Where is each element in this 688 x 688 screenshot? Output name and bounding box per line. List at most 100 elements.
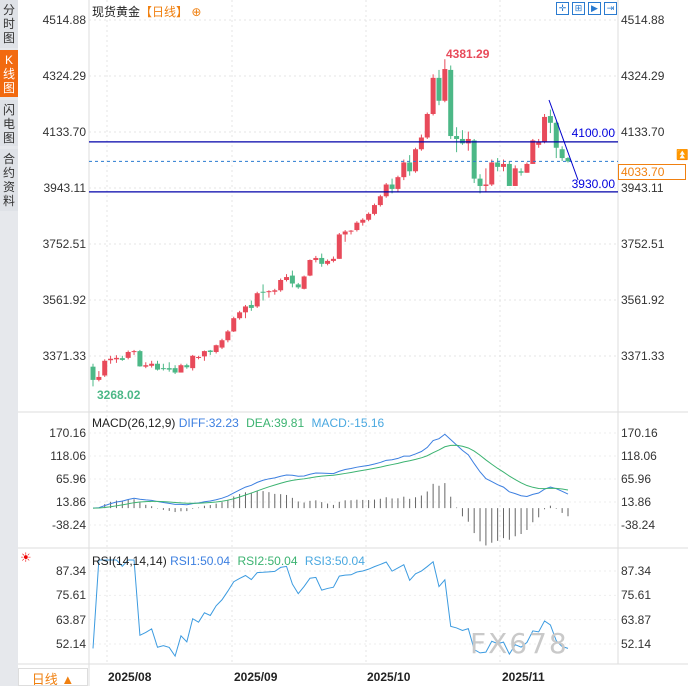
candle-body (119, 358, 125, 360)
candle-body (307, 260, 313, 276)
candle-body (430, 77, 436, 114)
candle-body (348, 230, 354, 232)
tab-flash[interactable]: 闪电图 (0, 100, 18, 146)
x-label: 2025/09 (234, 670, 278, 684)
candle-body (325, 260, 331, 264)
price-tick: 4514.88 (621, 13, 665, 27)
candle-body (284, 277, 290, 280)
candle-body (289, 275, 295, 284)
candle-body (371, 205, 377, 214)
candle-body (102, 360, 108, 376)
candle-body (436, 77, 442, 101)
macd-tick: 13.86 (55, 495, 86, 509)
candle-body (242, 306, 248, 313)
candle-body (553, 122, 559, 148)
candle-body (231, 318, 237, 332)
candle-body (149, 363, 155, 366)
candle-body (395, 177, 401, 189)
rsi3-value: RSI3:50.04 (304, 554, 365, 568)
rsi-line (92, 559, 569, 658)
candle-body (219, 340, 225, 348)
price-tick: 3561.92 (621, 293, 665, 307)
candle-body (160, 368, 166, 370)
price-tick: 4324.29 (621, 68, 665, 83)
candle-body (442, 69, 448, 101)
price-tick: 4324.29 (42, 68, 86, 83)
rsi-tick: 63.87 (621, 612, 652, 627)
candle-body (342, 231, 348, 235)
macd-tick: -38.24 (51, 518, 86, 532)
candle-body (559, 149, 565, 159)
candle-body (90, 366, 96, 380)
low-label: 3268.02 (97, 388, 141, 402)
candle-body (454, 136, 460, 139)
candle-body (471, 140, 477, 179)
macd-tick: -38.24 (621, 518, 656, 532)
candle-body (459, 138, 465, 144)
play-icon[interactable]: ▶ (588, 2, 601, 15)
tab-kline[interactable]: K线图 (0, 50, 18, 97)
diff-line (92, 433, 569, 509)
candle-body (207, 350, 213, 352)
rsi2-value: RSI2:50.04 (237, 554, 298, 568)
candle-body (125, 351, 131, 358)
candle-body (407, 162, 413, 172)
candle-body (190, 355, 196, 369)
candle-body (143, 365, 149, 367)
watermark-logo: FX678 (470, 627, 569, 660)
candle-body (565, 158, 571, 162)
x-label: 2025/11 (502, 670, 545, 684)
candle-body (524, 163, 530, 173)
candle-body (113, 357, 119, 360)
candle-body (137, 351, 143, 367)
add-icon[interactable]: ⊕ (191, 5, 202, 19)
candle-body (354, 222, 360, 231)
candle-body (424, 113, 430, 138)
macd-tick: 170.16 (49, 426, 86, 440)
rsi-tick: 87.34 (621, 564, 652, 578)
rsi-tick: 52.14 (621, 637, 652, 651)
tab-timeshare[interactable]: 分时图 (0, 0, 18, 48)
macd-tick: 170.16 (621, 426, 658, 440)
price-tick: 3752.51 (42, 237, 86, 251)
candle-body (413, 149, 419, 172)
candle-body (266, 291, 272, 293)
fit-range-icon[interactable]: ⊞ (572, 2, 585, 15)
candle-body (248, 304, 254, 308)
price-tick: 3943.11 (43, 180, 87, 195)
last-price-tag: 4033.70 (618, 164, 686, 180)
price-tick: 4133.70 (621, 124, 665, 139)
crosshair-icon[interactable]: ✛ (556, 2, 569, 15)
macd-tick: 65.96 (621, 472, 652, 486)
candle-body (360, 219, 366, 223)
candle-body (201, 351, 207, 357)
candle-body (542, 116, 548, 142)
candle-body (366, 213, 372, 220)
level-label: 3930.00 (572, 177, 616, 191)
candle-body (377, 196, 383, 206)
candle-body (330, 258, 336, 261)
candle-body (96, 376, 102, 380)
period-selector[interactable]: 日线 ▲ (18, 668, 88, 687)
tab-contract-info[interactable]: 合约资料 (0, 149, 18, 211)
trend-line (548, 99, 579, 181)
jump-to-end-icon[interactable]: ⇥ (604, 2, 617, 15)
candle-body (313, 257, 319, 261)
price-tick: 4514.88 (42, 13, 86, 27)
rsi-tick: 52.14 (55, 637, 86, 651)
macd-dea: DEA:39.81 (246, 416, 305, 430)
period-label: 【日线】 (140, 5, 189, 19)
candle-body (506, 163, 512, 186)
rsi1-value: RSI1:50.04 (170, 554, 231, 568)
candle-body (401, 162, 407, 178)
candle-body (178, 365, 184, 373)
price-tick: 4133.70 (42, 124, 86, 139)
macd-value: MACD:-15.16 (311, 416, 385, 430)
candle-body (336, 234, 342, 259)
instrument-name: 现货黄金 (92, 5, 141, 19)
candle-body (172, 368, 178, 373)
double-up-icon[interactable]: ⏫ (676, 150, 688, 161)
candle-body (477, 178, 483, 186)
sun-settings-icon[interactable]: ☀ (20, 550, 32, 565)
